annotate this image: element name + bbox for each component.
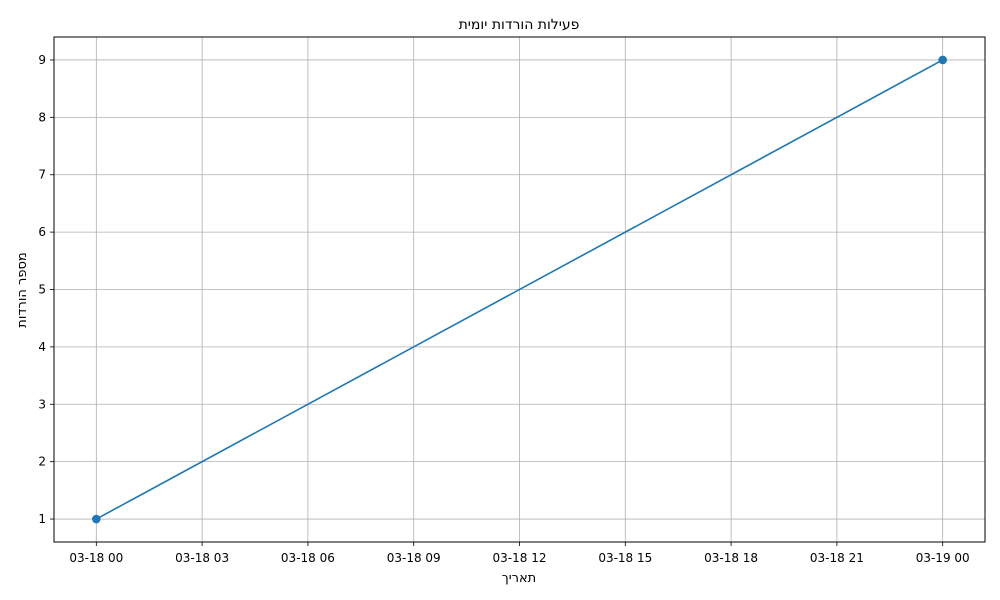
x-axis-label: תאריך — [502, 571, 536, 586]
y-tick-label: 5 — [38, 283, 46, 297]
y-tick-label: 4 — [38, 340, 46, 354]
y-tick-label: 3 — [38, 397, 46, 411]
x-tick-label: 03-18 12 — [493, 551, 547, 565]
y-axis-label: מספר הורדות — [15, 252, 30, 327]
y-tick-label: 7 — [38, 168, 46, 182]
x-tick-label: 03-18 00 — [69, 551, 123, 565]
x-tick-label: 03-18 18 — [704, 551, 758, 565]
x-axis: 03-18 00 03-18 03 03-18 06 03-18 09 03-18 12… — [69, 542, 970, 565]
x-tick-label: 03-19 00 — [916, 551, 970, 565]
y-tick-label: 6 — [38, 225, 46, 239]
x-tick-label: 03-18 15 — [598, 551, 652, 565]
data-point — [92, 514, 101, 524]
y-tick-label: 8 — [38, 110, 46, 124]
y-tick-label: 1 — [38, 512, 46, 526]
x-tick-label: 03-18 09 — [387, 551, 441, 565]
y-tick-label: 2 — [38, 455, 46, 469]
x-tick-label: 03-18 06 — [281, 551, 335, 565]
series-layer — [92, 55, 947, 524]
chart-title: פעילות הורדות יומית — [459, 17, 580, 33]
x-tick-label: 03-18 21 — [810, 551, 864, 565]
data-point — [938, 55, 947, 65]
x-tick-label: 03-18 03 — [175, 551, 229, 565]
y-tick-label: 9 — [38, 53, 46, 67]
series-line — [95, 59, 944, 520]
y-axis: 1 2 3 4 5 6 7 8 9 — [38, 53, 54, 526]
